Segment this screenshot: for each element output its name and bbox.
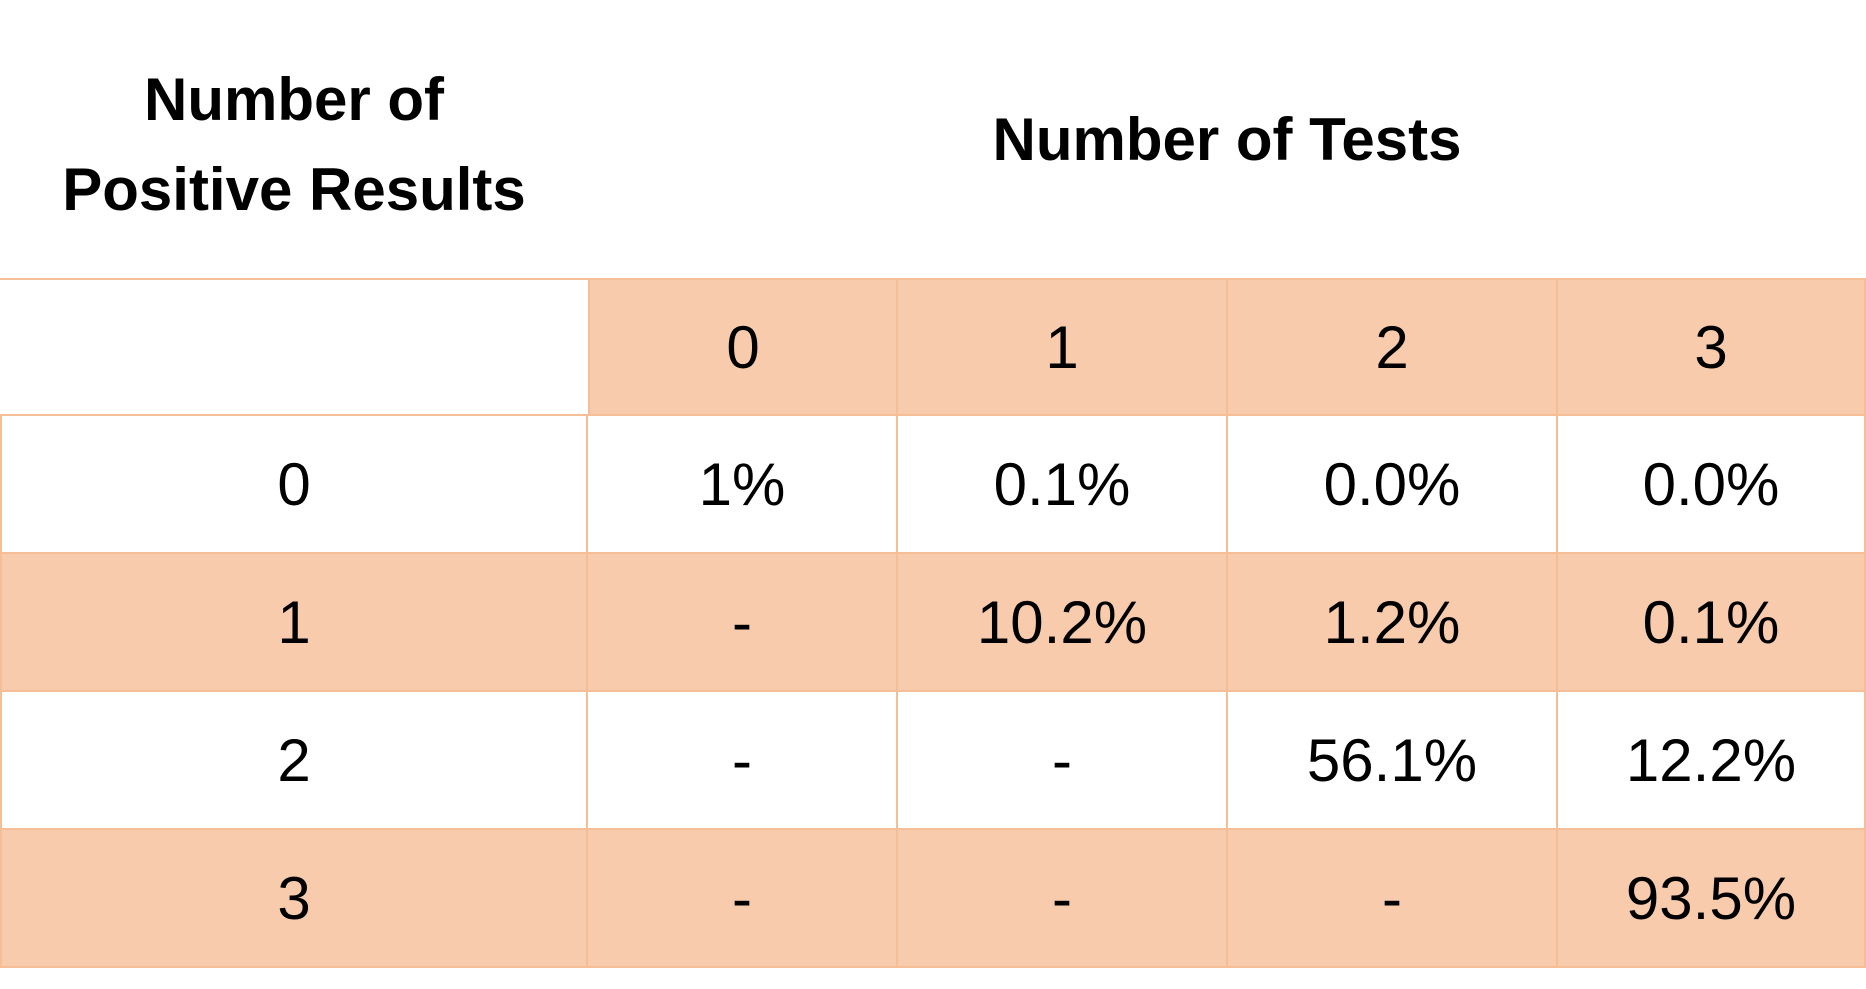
table-cell: 12.2%: [1558, 692, 1866, 830]
column-header: 3: [1558, 278, 1866, 416]
table-row: 3 - - - 93.5%: [0, 830, 1866, 968]
corner-cell: [0, 278, 588, 416]
column-header: 0: [588, 278, 898, 416]
row-axis-title-line1: Number of: [144, 66, 444, 133]
table-cell: 0.1%: [898, 416, 1228, 554]
row-label: 1: [0, 554, 588, 692]
table-cell: 10.2%: [898, 554, 1228, 692]
table-cell: -: [898, 830, 1228, 968]
row-axis-title: Number of Positive Results: [0, 55, 588, 235]
table-cell: 0.0%: [1558, 416, 1866, 554]
table-cell: 0.1%: [1558, 554, 1866, 692]
table-cell: -: [898, 692, 1228, 830]
table-cell: 0.0%: [1228, 416, 1558, 554]
table-cell: -: [1228, 830, 1558, 968]
table-cell: 1.2%: [1228, 554, 1558, 692]
results-table: 0 1 2 3 0 1% 0.1% 0.0% 0.0% 1 - 10.2% 1.…: [0, 278, 1866, 968]
table-row: 1 - 10.2% 1.2% 0.1%: [0, 554, 1866, 692]
table-row: 2 - - 56.1% 12.2%: [0, 692, 1866, 830]
column-header: 1: [898, 278, 1228, 416]
table-cell: 56.1%: [1228, 692, 1558, 830]
table-cell: -: [588, 692, 898, 830]
column-header-row: 0 1 2 3: [0, 278, 1866, 416]
row-label: 3: [0, 830, 588, 968]
table-cell: 1%: [588, 416, 898, 554]
row-label: 0: [0, 416, 588, 554]
column-axis-title: Number of Tests: [992, 106, 1462, 173]
table-cell: -: [588, 554, 898, 692]
table-cell: 93.5%: [1558, 830, 1866, 968]
table-row: 0 1% 0.1% 0.0% 0.0%: [0, 416, 1866, 554]
row-axis-title-line2: Positive Results: [62, 156, 526, 223]
row-label: 2: [0, 692, 588, 830]
table-cell: -: [588, 830, 898, 968]
column-header: 2: [1228, 278, 1558, 416]
